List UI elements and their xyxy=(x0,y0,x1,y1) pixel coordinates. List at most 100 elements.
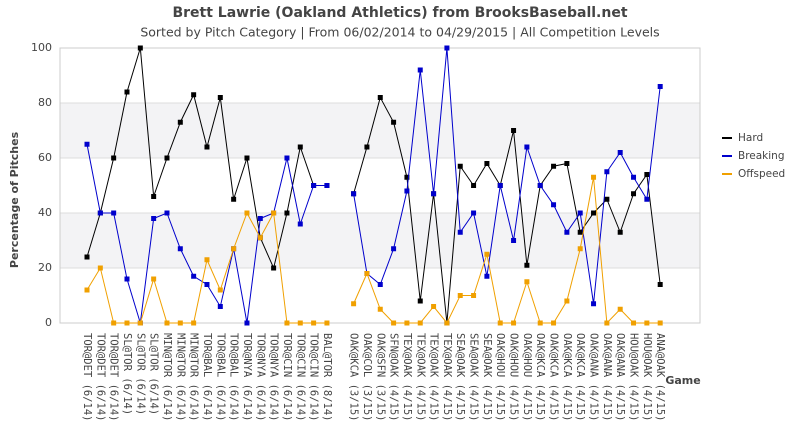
y-tick-label: 60 xyxy=(38,151,52,164)
point xyxy=(551,202,557,208)
legend-label: Breaking xyxy=(738,150,785,162)
x-tick-label: OAK@HOU (4/15) xyxy=(508,333,520,422)
x-tick-label: OAK@ANA (4/15) xyxy=(614,333,626,422)
point xyxy=(577,229,583,235)
point xyxy=(284,320,290,326)
point xyxy=(231,196,237,202)
point xyxy=(124,320,130,326)
point xyxy=(644,196,650,202)
point xyxy=(377,282,383,287)
point xyxy=(84,254,90,260)
grid-band xyxy=(60,213,700,268)
point xyxy=(631,191,637,197)
point xyxy=(377,306,383,312)
point xyxy=(657,320,663,326)
point xyxy=(551,320,557,326)
x-tick-label: OAK@ANA (4/15) xyxy=(588,333,600,422)
x-tick-label: MIN@TOR (6/14) xyxy=(188,333,200,422)
point xyxy=(631,174,637,180)
x-tick-label: TOR@BAL (6/14) xyxy=(228,333,240,422)
point xyxy=(417,298,423,304)
point xyxy=(84,287,90,293)
grid-band xyxy=(60,103,700,158)
point xyxy=(84,141,90,147)
point xyxy=(591,210,597,216)
point xyxy=(177,119,183,125)
point xyxy=(151,276,157,282)
point xyxy=(311,320,317,326)
point xyxy=(644,172,650,177)
x-tick-label: OAK@ANA (4/15) xyxy=(601,333,613,422)
point xyxy=(204,257,210,263)
y-tick-label: 20 xyxy=(38,261,52,274)
point xyxy=(497,320,503,326)
point xyxy=(364,271,370,276)
x-tick-label: TOR@CIN (6/14) xyxy=(294,333,306,422)
x-tick-label: OAK@HOU (4/15) xyxy=(521,333,533,422)
point xyxy=(564,229,570,235)
point xyxy=(257,235,263,241)
point xyxy=(417,67,423,73)
point xyxy=(324,320,330,326)
x-tick-label: BAL@TOR (8/14) xyxy=(321,333,333,422)
point xyxy=(524,279,530,285)
point xyxy=(457,229,463,235)
point xyxy=(604,196,610,202)
x-tick-label: TEX@OAK (4/15) xyxy=(428,333,440,422)
point xyxy=(231,246,237,252)
point xyxy=(391,246,397,252)
point xyxy=(644,320,650,326)
point xyxy=(191,273,197,279)
point xyxy=(457,293,463,298)
point xyxy=(137,320,143,326)
x-tick-label: TOR@DET (6/14) xyxy=(108,333,120,422)
point xyxy=(457,163,463,169)
x-tick-label: SL@TOR (6/14) xyxy=(121,333,133,415)
x-tick-label: TOR@NYA (6/14) xyxy=(241,333,253,422)
x-tick-label: OAK@KCA (4/15) xyxy=(561,333,573,422)
point xyxy=(577,210,583,216)
point xyxy=(577,246,583,252)
point xyxy=(217,95,223,100)
point xyxy=(471,293,477,298)
point xyxy=(284,155,290,161)
chart-title: Brett Lawrie (Oakland Athletics) from Br… xyxy=(172,5,627,21)
point xyxy=(524,144,530,150)
x-tick-label: TOR@NYA (6/14) xyxy=(268,333,280,422)
point xyxy=(204,282,210,287)
point xyxy=(244,155,250,161)
point xyxy=(164,320,170,326)
y-tick-label: 80 xyxy=(38,96,52,109)
x-tick-label: SEA@OAK (4/15) xyxy=(468,333,480,422)
point xyxy=(431,304,437,309)
point xyxy=(564,298,570,304)
point xyxy=(551,163,557,169)
point xyxy=(177,320,183,326)
point xyxy=(124,89,130,95)
point xyxy=(244,210,250,216)
point xyxy=(151,194,157,199)
point xyxy=(284,210,290,216)
x-tick-label: TEX@OAK (4/15) xyxy=(401,333,413,422)
x-tick-label: OAK@COL (3/15) xyxy=(361,333,373,422)
x-axis-label: Game xyxy=(665,374,700,387)
point xyxy=(297,320,303,326)
point xyxy=(524,262,530,268)
point xyxy=(111,320,117,326)
point xyxy=(617,229,623,235)
x-tick-label: TOR@NYA (6/14) xyxy=(254,333,266,422)
x-tick-label: SFN@OAK (4/15) xyxy=(388,333,400,422)
x-tick-label: TOR@CIN (6/14) xyxy=(308,333,320,422)
x-tick-label: OAK@SFN (3/15) xyxy=(374,333,386,422)
point xyxy=(497,183,503,188)
x-tick-label: SL@TOR (6/14) xyxy=(134,333,146,415)
plot-border xyxy=(59,47,701,324)
point xyxy=(604,320,610,326)
point xyxy=(297,144,303,150)
point xyxy=(511,238,517,243)
legend-label: Offspeed xyxy=(738,168,785,180)
x-tick-label: ANA@OAK (4/15) xyxy=(654,333,666,422)
x-tick-label: TEX@OAK (4/15) xyxy=(441,333,453,422)
chart-subtitle: Sorted by Pitch Category | From 06/02/20… xyxy=(140,25,659,40)
